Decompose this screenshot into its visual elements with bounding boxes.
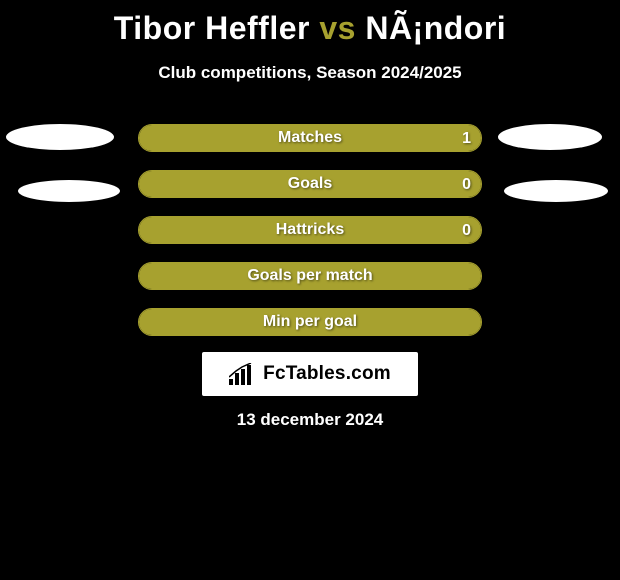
stat-bar-right-value: 1 — [462, 125, 471, 152]
stat-bar: Hattricks0 — [138, 216, 482, 244]
brand-box: FcTables.com — [202, 352, 418, 396]
stat-bar: Min per goal — [138, 308, 482, 336]
vs-separator: vs — [319, 10, 356, 46]
stat-bar-right-segment — [139, 217, 481, 243]
subtitle: Club competitions, Season 2024/2025 — [0, 63, 620, 83]
stat-bar-right-value: 0 — [462, 171, 471, 198]
date-text: 13 december 2024 — [0, 410, 620, 430]
stat-bar-right-segment — [139, 263, 481, 289]
stat-bar: Matches1 — [138, 124, 482, 152]
stat-bar-right-segment — [139, 309, 481, 335]
brand-text: FcTables.com — [263, 363, 391, 385]
stat-bar: Goals per match — [138, 262, 482, 290]
comparison-bars: Matches1 Goals0 Hattricks0 Goals per match M… — [138, 124, 482, 354]
stat-bar: Goals0 — [138, 170, 482, 198]
player2-name: NÃ¡ndori — [365, 10, 506, 46]
comparison-title: Tibor Heffler vs NÃ¡ndori — [0, 0, 620, 47]
player1-teamlogo-ellipse — [18, 180, 120, 202]
player1-avatar-ellipse — [6, 124, 114, 150]
bar-chart-icon — [229, 363, 257, 385]
player2-teamlogo-ellipse — [504, 180, 608, 202]
player2-avatar-ellipse — [498, 124, 602, 150]
stat-bar-right-value: 0 — [462, 217, 471, 244]
stat-bar-right-segment — [139, 171, 481, 197]
stat-bar-right-segment — [139, 125, 481, 151]
player1-name: Tibor Heffler — [114, 10, 310, 46]
